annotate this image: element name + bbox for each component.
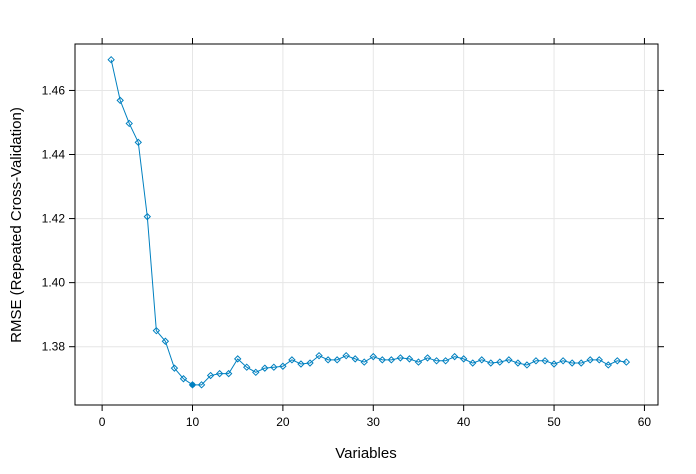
data-point — [577, 359, 585, 367]
data-point — [478, 356, 486, 364]
data-point — [604, 361, 612, 369]
data-point — [161, 337, 170, 345]
data-point — [288, 356, 296, 364]
data-point — [432, 357, 441, 365]
series-line — [110, 59, 627, 386]
x-tick-label: 60 — [638, 415, 652, 429]
data-point — [170, 364, 179, 372]
data-point — [134, 138, 142, 147]
y-tick-label: 1.46 — [42, 83, 66, 97]
data-point — [387, 356, 396, 364]
data-point — [532, 357, 540, 365]
y-tick-label: 1.44 — [42, 148, 66, 162]
series-line-path — [110, 59, 627, 386]
data-point — [233, 355, 242, 363]
data-point — [215, 369, 224, 378]
data-point — [116, 96, 124, 105]
series-markers — [107, 55, 631, 389]
data-point — [441, 357, 450, 365]
data-point — [243, 363, 251, 371]
data-point — [396, 354, 405, 362]
y-axis-title: RMSE (Repeated Cross-Validation) — [8, 107, 25, 343]
data-point — [514, 359, 522, 367]
data-point — [261, 364, 269, 372]
y-tick-label: 1.42 — [42, 212, 66, 226]
data-point — [224, 369, 233, 378]
data-point — [324, 356, 332, 364]
axis-ticks: 0 10 20 30 40 50 60 1.38 1.40 1.42 1.44 1.46 — [42, 38, 664, 429]
x-tick-label: 30 — [367, 415, 381, 429]
x-tick-label: 0 — [99, 415, 106, 429]
data-point — [369, 352, 377, 361]
data-point — [152, 326, 161, 335]
data-point — [279, 362, 287, 370]
x-tick-label: 40 — [457, 415, 471, 429]
data-point — [423, 354, 432, 362]
data-point — [197, 381, 206, 389]
data-point — [586, 356, 594, 364]
data-point — [496, 358, 504, 366]
data-point — [306, 359, 314, 367]
data-point — [378, 356, 387, 364]
grid-lines — [75, 44, 658, 405]
data-point — [125, 119, 133, 128]
data-point — [405, 355, 414, 363]
y-tick-label: 1.40 — [42, 276, 66, 290]
data-point — [252, 368, 260, 377]
data-point — [568, 359, 576, 367]
data-point — [595, 356, 603, 364]
data-point — [550, 360, 558, 368]
y-tick-label: 1.38 — [42, 340, 66, 354]
data-point — [559, 357, 567, 365]
selected-point — [189, 382, 196, 388]
x-tick-label: 20 — [276, 415, 290, 429]
x-tick-label: 50 — [547, 415, 561, 429]
data-point — [622, 358, 631, 366]
data-point — [179, 375, 188, 383]
data-point — [613, 357, 622, 365]
data-point — [297, 360, 305, 368]
data-point — [468, 359, 477, 367]
x-tick-label: 10 — [186, 415, 200, 429]
data-point — [351, 355, 359, 363]
data-point — [360, 358, 368, 366]
data-point — [107, 55, 115, 64]
data-point — [270, 363, 278, 371]
x-axis-title: Variables — [335, 445, 396, 462]
data-point — [143, 212, 152, 221]
data-point — [450, 352, 459, 361]
data-point — [414, 358, 423, 366]
plot-frame — [74, 43, 659, 406]
data-point — [523, 361, 531, 369]
data-point — [342, 351, 350, 360]
data-point — [206, 371, 215, 380]
data-point — [459, 355, 468, 363]
data-point — [505, 356, 513, 364]
data-point — [315, 351, 323, 360]
data-point — [541, 357, 549, 365]
data-point — [333, 356, 341, 364]
data-point — [487, 359, 495, 367]
